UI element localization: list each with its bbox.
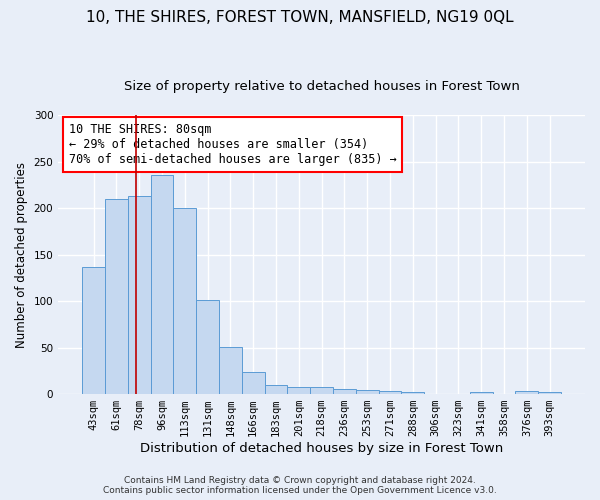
Bar [333, 390, 356, 394]
Bar [173, 208, 196, 394]
Bar [401, 392, 424, 394]
Bar [242, 372, 265, 394]
Bar [265, 385, 287, 394]
Text: 10, THE SHIRES, FOREST TOWN, MANSFIELD, NG19 0QL: 10, THE SHIRES, FOREST TOWN, MANSFIELD, … [86, 10, 514, 25]
Bar [128, 196, 151, 394]
Bar [356, 390, 379, 394]
X-axis label: Distribution of detached houses by size in Forest Town: Distribution of detached houses by size … [140, 442, 503, 455]
Y-axis label: Number of detached properties: Number of detached properties [15, 162, 28, 348]
Title: Size of property relative to detached houses in Forest Town: Size of property relative to detached ho… [124, 80, 520, 93]
Bar [196, 300, 219, 394]
Bar [310, 386, 333, 394]
Bar [219, 346, 242, 394]
Bar [515, 392, 538, 394]
Text: Contains HM Land Registry data © Crown copyright and database right 2024.
Contai: Contains HM Land Registry data © Crown c… [103, 476, 497, 495]
Bar [151, 174, 173, 394]
Bar [105, 198, 128, 394]
Bar [470, 392, 493, 394]
Bar [379, 392, 401, 394]
Bar [538, 392, 561, 394]
Bar [287, 386, 310, 394]
Text: 10 THE SHIRES: 80sqm
← 29% of detached houses are smaller (354)
70% of semi-deta: 10 THE SHIRES: 80sqm ← 29% of detached h… [69, 124, 397, 166]
Bar [82, 266, 105, 394]
